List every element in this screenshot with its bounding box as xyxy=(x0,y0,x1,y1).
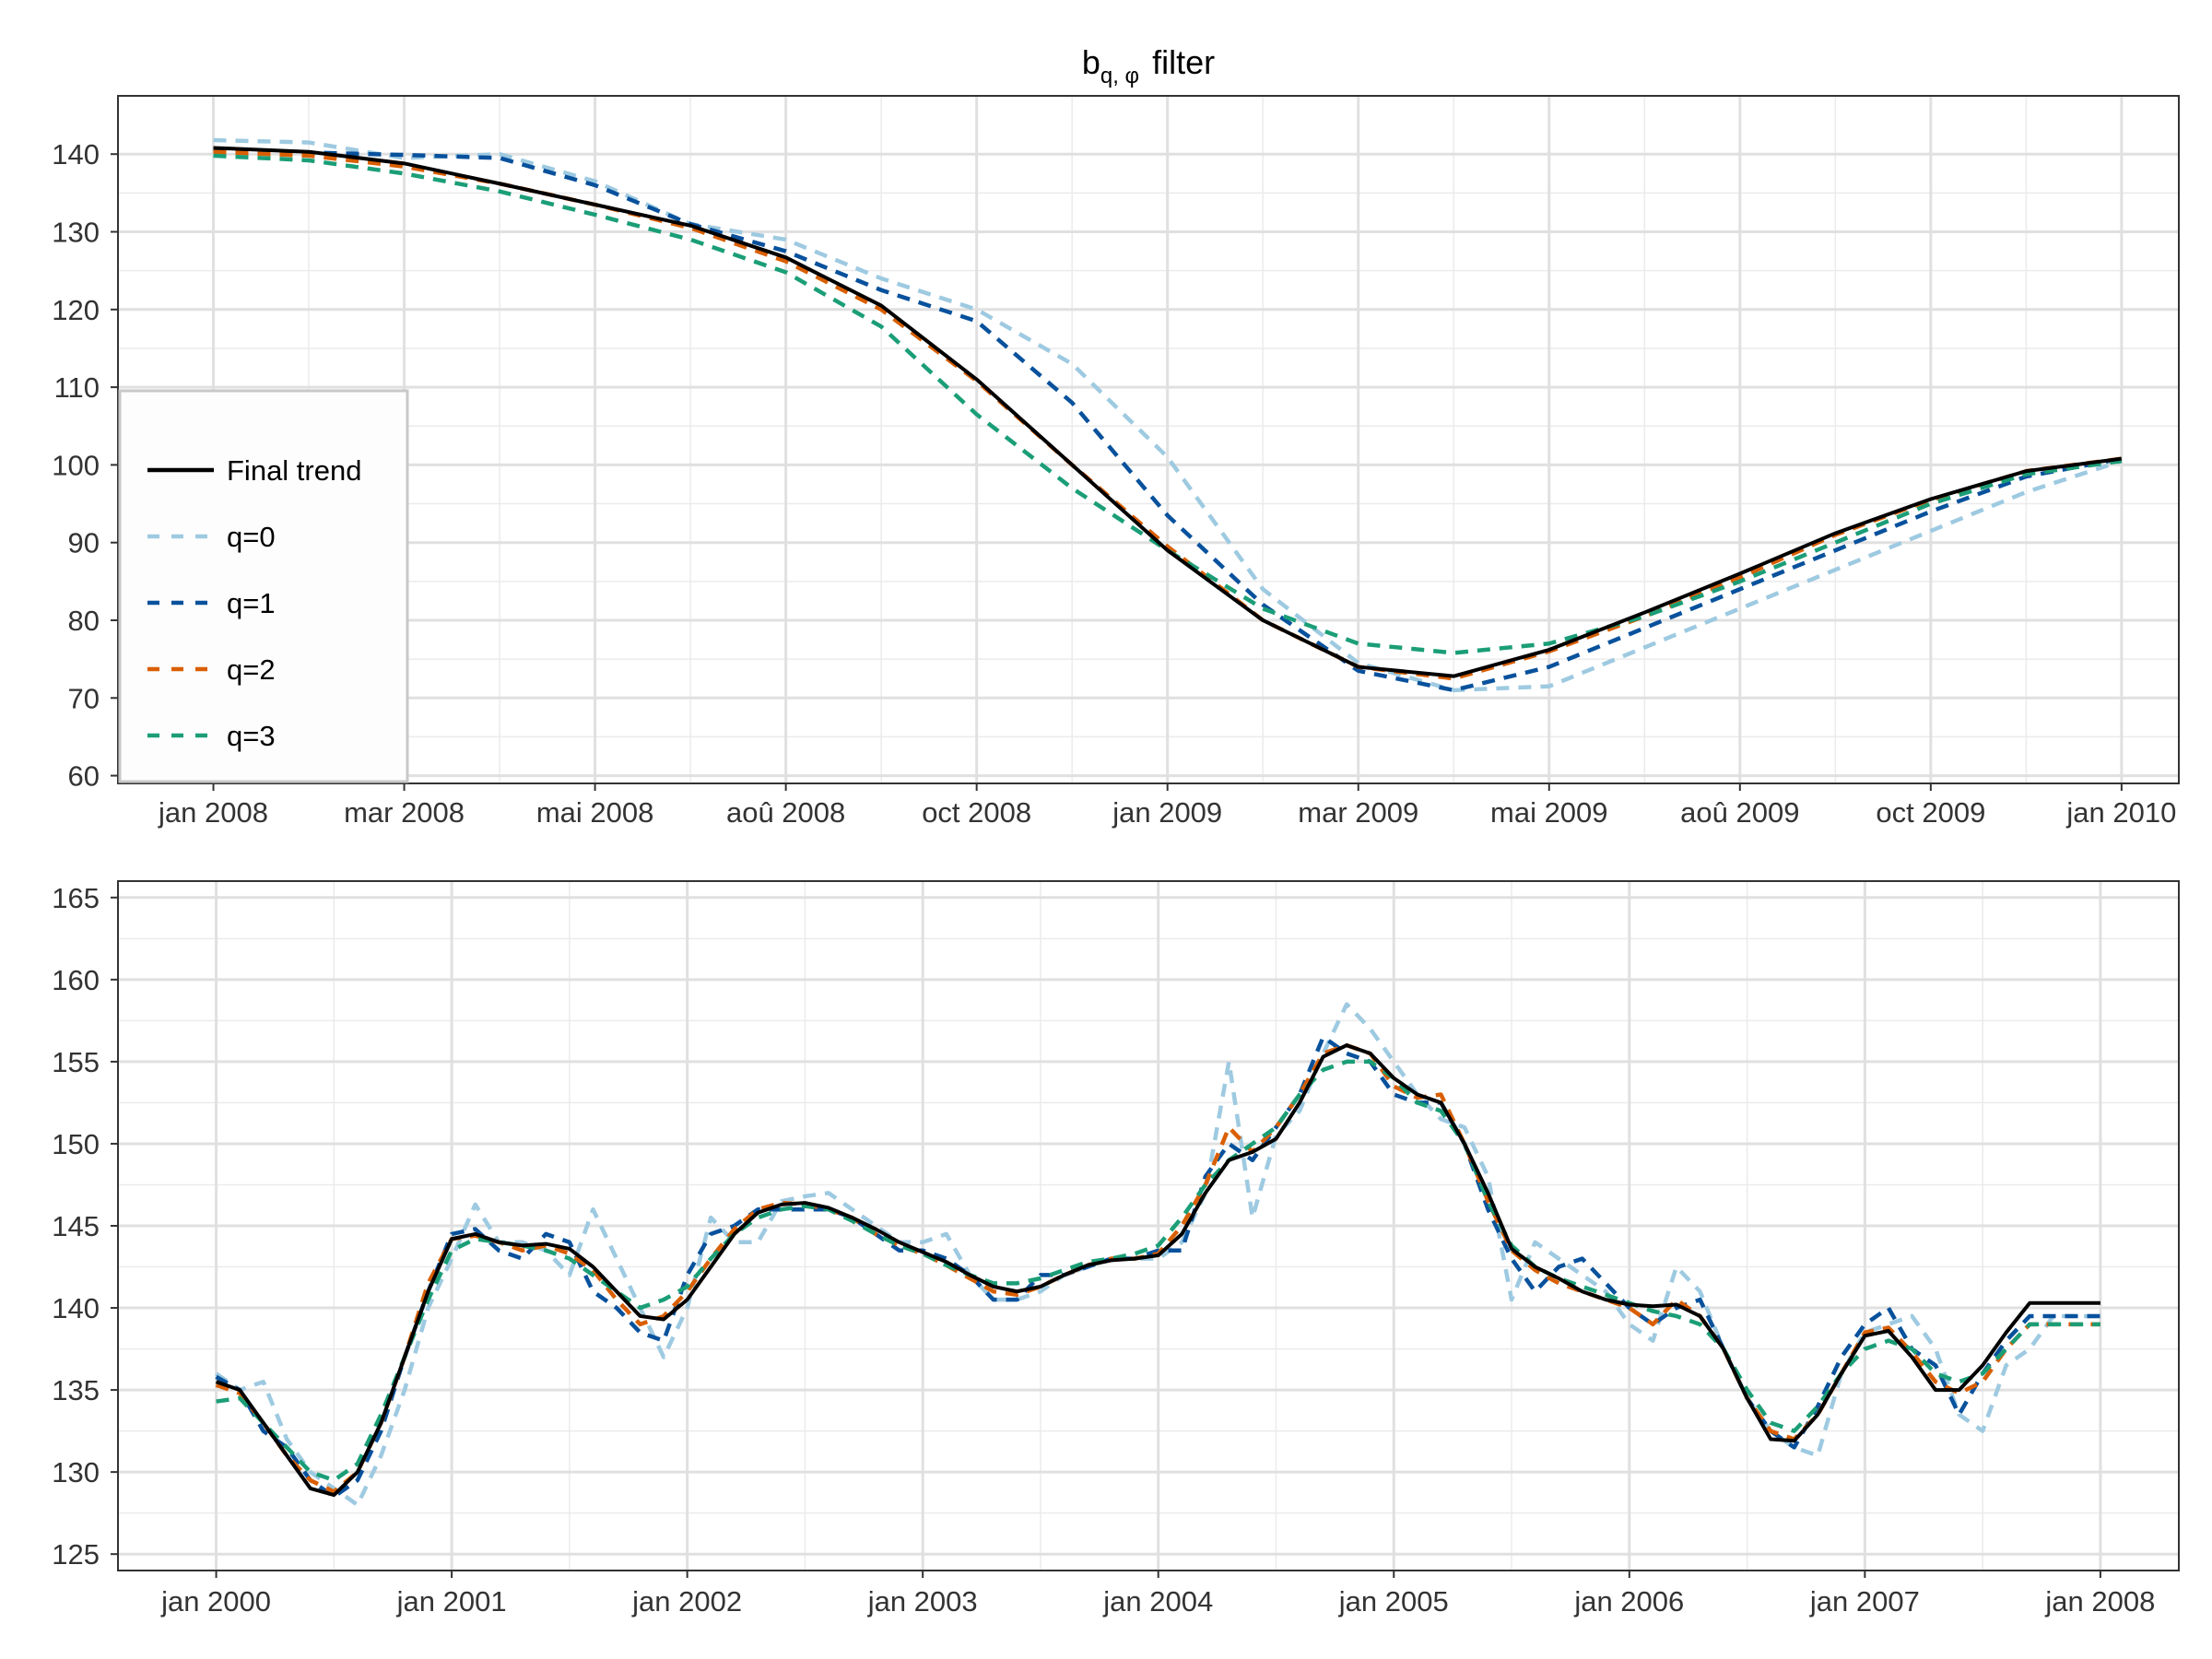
y-tick-label: 145 xyxy=(52,1210,100,1242)
y-tick-label: 90 xyxy=(68,527,100,559)
x-tick-label: jan 2003 xyxy=(867,1585,978,1618)
series-line-final-trend xyxy=(215,1043,2100,1498)
y-tick-label: 80 xyxy=(68,605,100,637)
y-tick-label: 165 xyxy=(52,882,100,914)
x-tick-label: jan 2008 xyxy=(2044,1585,2155,1618)
series-line-q-3 xyxy=(213,153,2123,655)
title-suffix: filter xyxy=(1152,43,1215,81)
bottom-panel: 125 130 135 140 145 150 155 160 165 jan 2000 jan 2… xyxy=(52,880,2180,1618)
x-tick-label: aoû 2009 xyxy=(1680,796,1799,829)
x-tick-label: jan 2002 xyxy=(631,1585,742,1618)
x-tick-label: mai 2009 xyxy=(1490,796,1608,829)
series-line-q-3 xyxy=(216,1059,2100,1483)
x-tick-label: jan 2005 xyxy=(1338,1585,1449,1618)
y-tick-label: 120 xyxy=(52,294,100,326)
y-tick-label: 160 xyxy=(52,964,100,996)
series-group xyxy=(213,137,2123,693)
x-tick-label: jan 2010 xyxy=(2065,796,2176,829)
legend-label: Final trend xyxy=(227,454,361,487)
series-line-q-1 xyxy=(213,147,2123,693)
legend: Final trend q=0 q=1 q=2 q=3 xyxy=(118,389,409,783)
title-main: b xyxy=(1082,43,1100,81)
y-tick-label: 155 xyxy=(52,1046,100,1078)
x-tick-label: mai 2008 xyxy=(536,796,654,829)
x-tick-label: jan 2009 xyxy=(1112,796,1222,829)
y-tick-label: 135 xyxy=(52,1374,100,1406)
y-tick-label: 60 xyxy=(68,760,100,793)
y-tick-label: 130 xyxy=(52,217,100,249)
y-tick-label: 110 xyxy=(54,371,100,404)
series-line-final-trend xyxy=(213,146,2123,678)
legend-label: q=1 xyxy=(227,587,276,619)
x-tick-label: mar 2008 xyxy=(344,796,465,829)
legend-label: q=0 xyxy=(227,521,276,553)
y-tick-label: 140 xyxy=(52,138,100,171)
legend-label: q=2 xyxy=(227,653,276,686)
y-tick-label: 125 xyxy=(52,1538,100,1571)
y-tick-label: 140 xyxy=(52,1292,100,1324)
y-tick-label: 100 xyxy=(52,449,100,481)
x-tick-label: jan 2007 xyxy=(1809,1585,1920,1618)
series-group xyxy=(215,1002,2100,1508)
x-tick-label: jan 2004 xyxy=(1102,1585,1213,1618)
x-tick-label: jan 2008 xyxy=(158,796,268,829)
x-tick-label: oct 2009 xyxy=(1876,796,1985,829)
chart-title: bq, φ filter xyxy=(1082,43,1215,88)
legend-label: q=3 xyxy=(227,720,276,752)
x-tick-label: mar 2009 xyxy=(1298,796,1418,829)
x-tick-label: jan 2001 xyxy=(396,1585,507,1618)
panel-border xyxy=(117,95,2180,784)
x-tick-label: oct 2008 xyxy=(922,796,1031,829)
title-subscript: q, φ xyxy=(1100,64,1139,88)
x-tick-label: aoû 2008 xyxy=(726,796,845,829)
series-line-q-0 xyxy=(213,137,2123,693)
top-panel: 60 70 80 90 100 110 120 130 140 jan 2008 mar 2008 m… xyxy=(52,43,2180,829)
y-tick-label: 130 xyxy=(52,1456,100,1488)
x-tick-label: jan 2006 xyxy=(1573,1585,1684,1618)
series-line-q-1 xyxy=(215,1034,2100,1500)
legend-box xyxy=(118,389,409,783)
x-tick-label: jan 2000 xyxy=(160,1585,271,1618)
y-tick-label: 70 xyxy=(68,682,100,714)
y-tick-label: 150 xyxy=(52,1128,100,1160)
